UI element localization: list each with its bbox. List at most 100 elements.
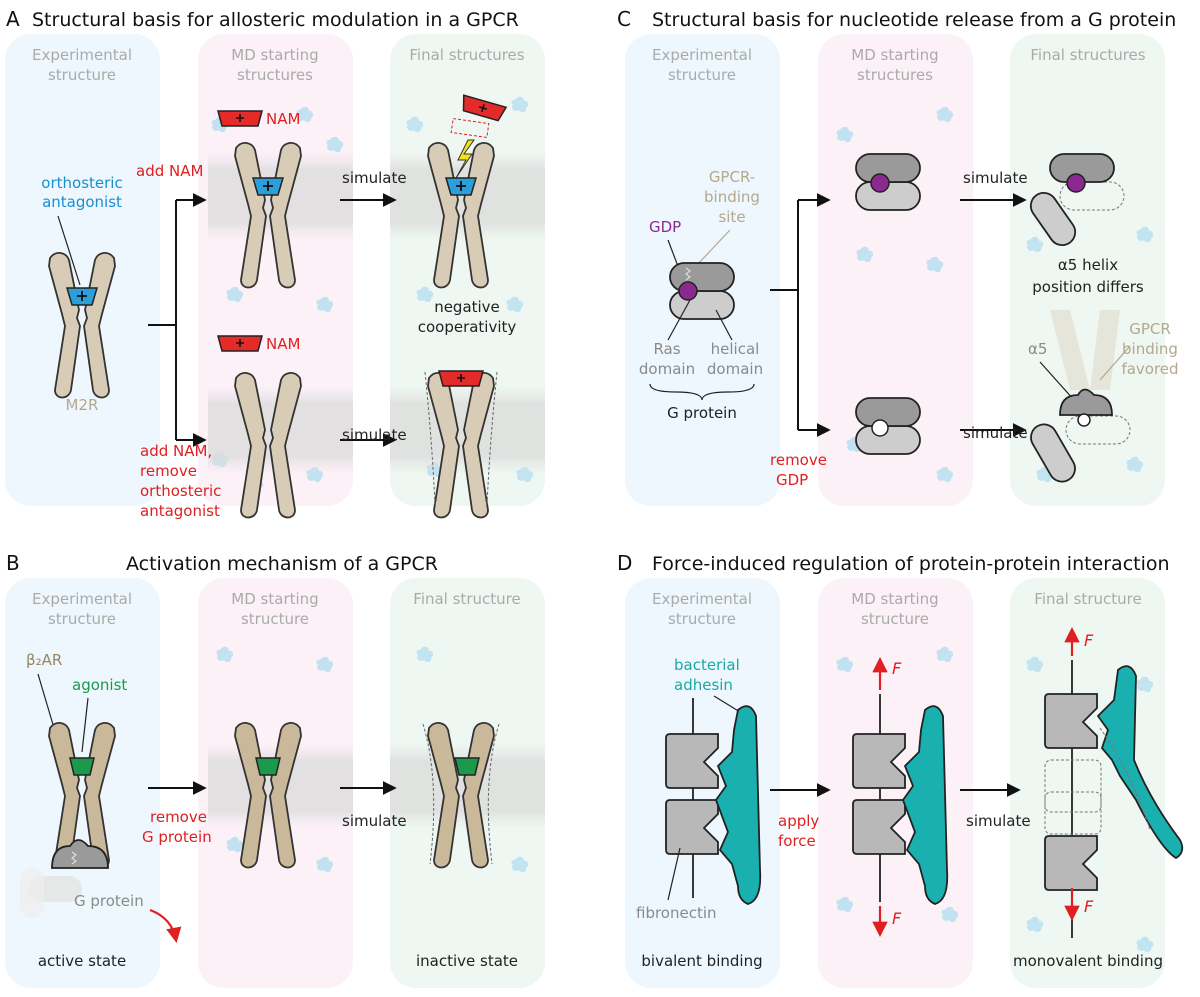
- remove-gprotein-line2: G protein: [142, 828, 212, 846]
- fibronectin-d2: [852, 694, 906, 902]
- panel-d-col2-line2: structure: [861, 610, 929, 628]
- ras-line1: Ras: [653, 340, 680, 358]
- g-protein-label-b: G protein: [74, 892, 144, 910]
- adhesin-d2: [901, 705, 949, 905]
- nam-icon-bound: [438, 370, 484, 387]
- gpcr-favored-line3: favored: [1121, 360, 1178, 378]
- fibronectin-d1: [665, 698, 719, 898]
- helical-line1: helical: [711, 340, 760, 358]
- panel-a: A Structural basis for allosteric modula…: [6, 7, 525, 520]
- negative-line2: cooperativity: [418, 318, 517, 336]
- panel-d-letter: D: [617, 551, 632, 575]
- panel-c: C Structural basis for nucleotide releas…: [617, 7, 1179, 489]
- binding-site-line2: binding: [704, 188, 760, 206]
- g-protein-c2-top: [855, 153, 921, 211]
- panel-b-col2-line2: structure: [241, 610, 309, 628]
- nam-icon-top: [217, 110, 263, 127]
- force-up-d2: F: [892, 659, 902, 678]
- b2ar-label: β₂AR: [26, 651, 62, 669]
- adhesin-line2: adhesin: [674, 676, 733, 694]
- panel-d-col3-line1: Final structure: [1034, 590, 1141, 608]
- panel-a-title: Structural basis for allosteric modulati…: [32, 9, 519, 31]
- force-down-d2: F: [892, 909, 902, 928]
- add-nam-label: add NAM: [136, 162, 203, 180]
- remove-gprotein-line1: remove: [150, 808, 207, 826]
- active-state-label: active state: [38, 952, 126, 970]
- gdp-label: GDP: [649, 218, 681, 236]
- panel-b-col1-line2: structure: [48, 610, 116, 628]
- agonist-icon-b3: [454, 757, 480, 776]
- gpcr-favored-line2: binding: [1122, 340, 1178, 358]
- agonist-label: agonist: [72, 676, 127, 694]
- panel-d-col2-line1: MD starting: [851, 590, 938, 608]
- panel-d: D Force-induced regulation of protein-pr…: [617, 551, 1184, 970]
- helical-line2: domain: [707, 360, 763, 378]
- adhesin-d1: [714, 705, 762, 905]
- add-nam-remove-line2: remove: [140, 462, 197, 480]
- add-nam-remove-line3: orthosteric: [140, 482, 221, 500]
- agonist-icon-b2: [255, 757, 281, 776]
- panel-a-col2-line1: MD starting: [231, 46, 318, 64]
- helix-differs-line1: α5 helix: [1058, 256, 1118, 274]
- panel-c-col3-line1: Final structures: [1030, 46, 1145, 64]
- antagonist-a3-top: [445, 177, 477, 196]
- panel-a-letter: A: [6, 7, 20, 31]
- g-protein-c2-bottom: [855, 397, 921, 455]
- gpcr-favored-line1: GPCR: [1129, 320, 1171, 338]
- apply-force-line2: force: [778, 832, 816, 850]
- adhesin-line1: bacterial: [674, 656, 740, 674]
- simulate-a-top: simulate: [342, 169, 407, 187]
- adhesin-d3: [1096, 665, 1184, 860]
- panel-c-col1-line2: structure: [668, 66, 736, 84]
- nam-label-bottom: NAM: [266, 335, 300, 353]
- panel-c-title: Structural basis for nucleotide release …: [652, 9, 1176, 31]
- monovalent-label: monovalent binding: [1013, 952, 1163, 970]
- g-protein-c3-top: [1029, 153, 1125, 247]
- panel-c-col2-line1: MD starting: [851, 46, 938, 64]
- panel-b-title: Activation mechanism of a GPCR: [126, 553, 438, 575]
- panel-d-col1-line1: Experimental: [652, 590, 752, 608]
- alpha5-label: α5: [1028, 340, 1047, 358]
- nam-icon-bottom: [217, 335, 263, 352]
- orthosteric-line1: orthosteric: [41, 174, 122, 192]
- panel-c-col1-line1: Experimental: [652, 46, 752, 64]
- panel-b-letter: B: [6, 551, 20, 575]
- panel-d-title: Force-induced regulation of protein-prot…: [652, 553, 1170, 575]
- m2r-label: M2R: [66, 396, 99, 414]
- force-down-d3: F: [1084, 897, 1094, 916]
- panel-a-col2-line2: structures: [237, 66, 313, 84]
- panel-a-col1-line1: Experimental: [32, 46, 132, 64]
- inactive-state-label: inactive state: [416, 952, 518, 970]
- g-protein-label-c: G protein: [667, 404, 737, 422]
- fibronectin-label: fibronectin: [636, 904, 717, 922]
- negative-line1: negative: [434, 298, 500, 316]
- nam-label-top: NAM: [266, 110, 300, 128]
- antagonist-a2-top: [252, 177, 284, 196]
- bivalent-label: bivalent binding: [641, 952, 762, 970]
- agonist-icon-b1: [69, 757, 95, 776]
- simulate-c-bottom: simulate: [963, 424, 1028, 442]
- remove-gdp-line1: remove: [770, 451, 827, 469]
- panel-c-letter: C: [617, 7, 631, 31]
- panel-a-col3-line1: Final structures: [409, 46, 524, 64]
- panel-c-col2-line2: structures: [857, 66, 933, 84]
- apply-force-line1: apply: [778, 812, 819, 830]
- add-nam-remove-line1: add NAM,: [140, 442, 212, 460]
- helix-differs-line2: position differs: [1032, 278, 1144, 296]
- g-protein-c1: [669, 262, 735, 320]
- binding-site-line1: GPCR-: [709, 168, 755, 186]
- orthosteric-line2: antagonist: [42, 193, 122, 211]
- add-nam-remove-line4: antagonist: [140, 502, 220, 520]
- simulate-a-bottom: simulate: [342, 426, 407, 444]
- orthosteric-antagonist-icon: [66, 287, 98, 306]
- panel-b-col3-line1: Final structure: [413, 590, 520, 608]
- force-up-d3: F: [1084, 631, 1094, 650]
- remove-gdp-line2: GDP: [776, 471, 808, 489]
- panel-b-col1-line1: Experimental: [32, 590, 132, 608]
- g-protein-c3-bottom: [1030, 388, 1131, 483]
- binding-site-line3: site: [718, 208, 745, 226]
- panel-b: B Activation mechanism of a GPCR Experim…: [6, 551, 521, 970]
- simulate-b: simulate: [342, 812, 407, 830]
- panel-d-col1-line2: structure: [668, 610, 736, 628]
